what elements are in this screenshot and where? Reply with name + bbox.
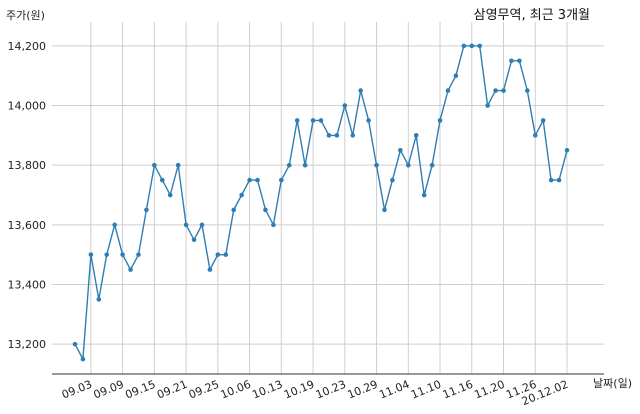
- data-point: [509, 58, 514, 64]
- y-axis-label: 주가(원): [6, 9, 45, 22]
- data-point: [310, 118, 316, 123]
- x-tick-label: 09.09: [92, 378, 126, 402]
- data-point: [183, 222, 189, 228]
- y-tick-label: 14,200: [8, 40, 47, 53]
- x-tick-label: 10.19: [282, 378, 316, 402]
- x-tick-label: 10.29: [346, 378, 380, 402]
- data-point: [366, 118, 371, 123]
- data-point: [453, 73, 459, 78]
- y-tick-label: 14,000: [8, 100, 47, 113]
- data-point: [136, 252, 141, 257]
- data-point: [144, 207, 149, 213]
- data-point: [152, 162, 157, 168]
- x-tick-label: 09.03: [60, 378, 94, 402]
- x-tick-label: 11.10: [409, 378, 443, 402]
- data-point: [286, 162, 292, 168]
- data-point: [342, 103, 348, 108]
- data-point: [159, 177, 165, 183]
- x-axis-label: 날짜(일): [593, 376, 632, 390]
- data-point: [501, 88, 506, 93]
- data-point: [532, 133, 538, 138]
- x-tick-label: 11.20: [473, 378, 507, 402]
- data-point: [279, 177, 284, 183]
- data-point: [112, 222, 117, 228]
- data-point: [72, 341, 78, 347]
- data-point: [485, 103, 490, 108]
- data-point: [437, 118, 443, 123]
- data-point: [318, 118, 324, 123]
- y-ticks: 13,200 13,400 13,600 13,800 14,000 14,200: [8, 40, 47, 351]
- data-point: [517, 58, 522, 64]
- data-point: [247, 177, 252, 183]
- data-point: [540, 118, 546, 123]
- data-point: [271, 222, 276, 228]
- x-ticks: 09.0309.0909.1509.2109.2510.0610.1310.19…: [60, 378, 570, 408]
- data-point: [564, 147, 570, 153]
- data-point: [207, 267, 213, 272]
- data-point: [326, 133, 332, 138]
- data-point: [294, 118, 300, 123]
- data-point: [469, 43, 475, 49]
- data-point: [334, 133, 340, 138]
- data-point: [215, 252, 221, 257]
- x-tick-label: 10.13: [250, 378, 284, 402]
- x-tick-label: 10.06: [219, 378, 253, 402]
- chart-title: 삼영무역, 최근 3개월: [474, 8, 590, 23]
- data-point: [461, 43, 467, 49]
- data-point: [390, 177, 395, 183]
- data-point: [413, 133, 419, 138]
- data-point: [104, 252, 110, 257]
- data-point: [167, 192, 173, 198]
- data-point: [96, 297, 102, 302]
- data-point: [398, 147, 403, 153]
- x-tick-label: 11.16: [441, 378, 475, 402]
- data-point: [302, 162, 308, 168]
- y-tick-label: 13,400: [8, 279, 47, 292]
- x-tick-label: 09.15: [123, 378, 157, 402]
- x-tick-label: 09.25: [187, 378, 221, 402]
- data-point: [429, 162, 435, 168]
- data-point: [350, 133, 356, 138]
- data-point: [525, 88, 530, 93]
- data-point: [445, 88, 451, 93]
- y-tick-label: 13,800: [8, 159, 47, 172]
- data-points: [72, 43, 570, 362]
- data-point: [374, 162, 379, 168]
- data-point: [128, 267, 133, 272]
- data-point: [548, 177, 554, 183]
- data-point: [199, 222, 205, 228]
- x-tick-label: 09.21: [155, 378, 189, 402]
- data-point: [556, 177, 562, 183]
- data-point: [358, 88, 363, 93]
- y-tick-label: 13,200: [8, 338, 47, 351]
- data-point: [421, 192, 427, 198]
- x-tick-label: 11.04: [377, 378, 411, 402]
- data-point: [88, 252, 94, 257]
- data-point: [405, 162, 411, 168]
- x-tick-label: 10.23: [314, 378, 348, 402]
- data-point: [477, 43, 483, 49]
- data-point: [493, 88, 498, 93]
- data-point: [263, 207, 268, 213]
- series-line: [74, 45, 568, 362]
- data-point: [175, 162, 181, 168]
- data-point: [231, 207, 237, 213]
- data-point: [80, 356, 86, 362]
- data-point: [239, 192, 244, 198]
- data-point: [191, 237, 197, 243]
- grid: [52, 22, 604, 375]
- data-point: [120, 252, 125, 257]
- data-point: [255, 177, 260, 183]
- data-point: [223, 252, 229, 257]
- data-point: [382, 207, 387, 213]
- y-tick-label: 13,600: [8, 219, 47, 232]
